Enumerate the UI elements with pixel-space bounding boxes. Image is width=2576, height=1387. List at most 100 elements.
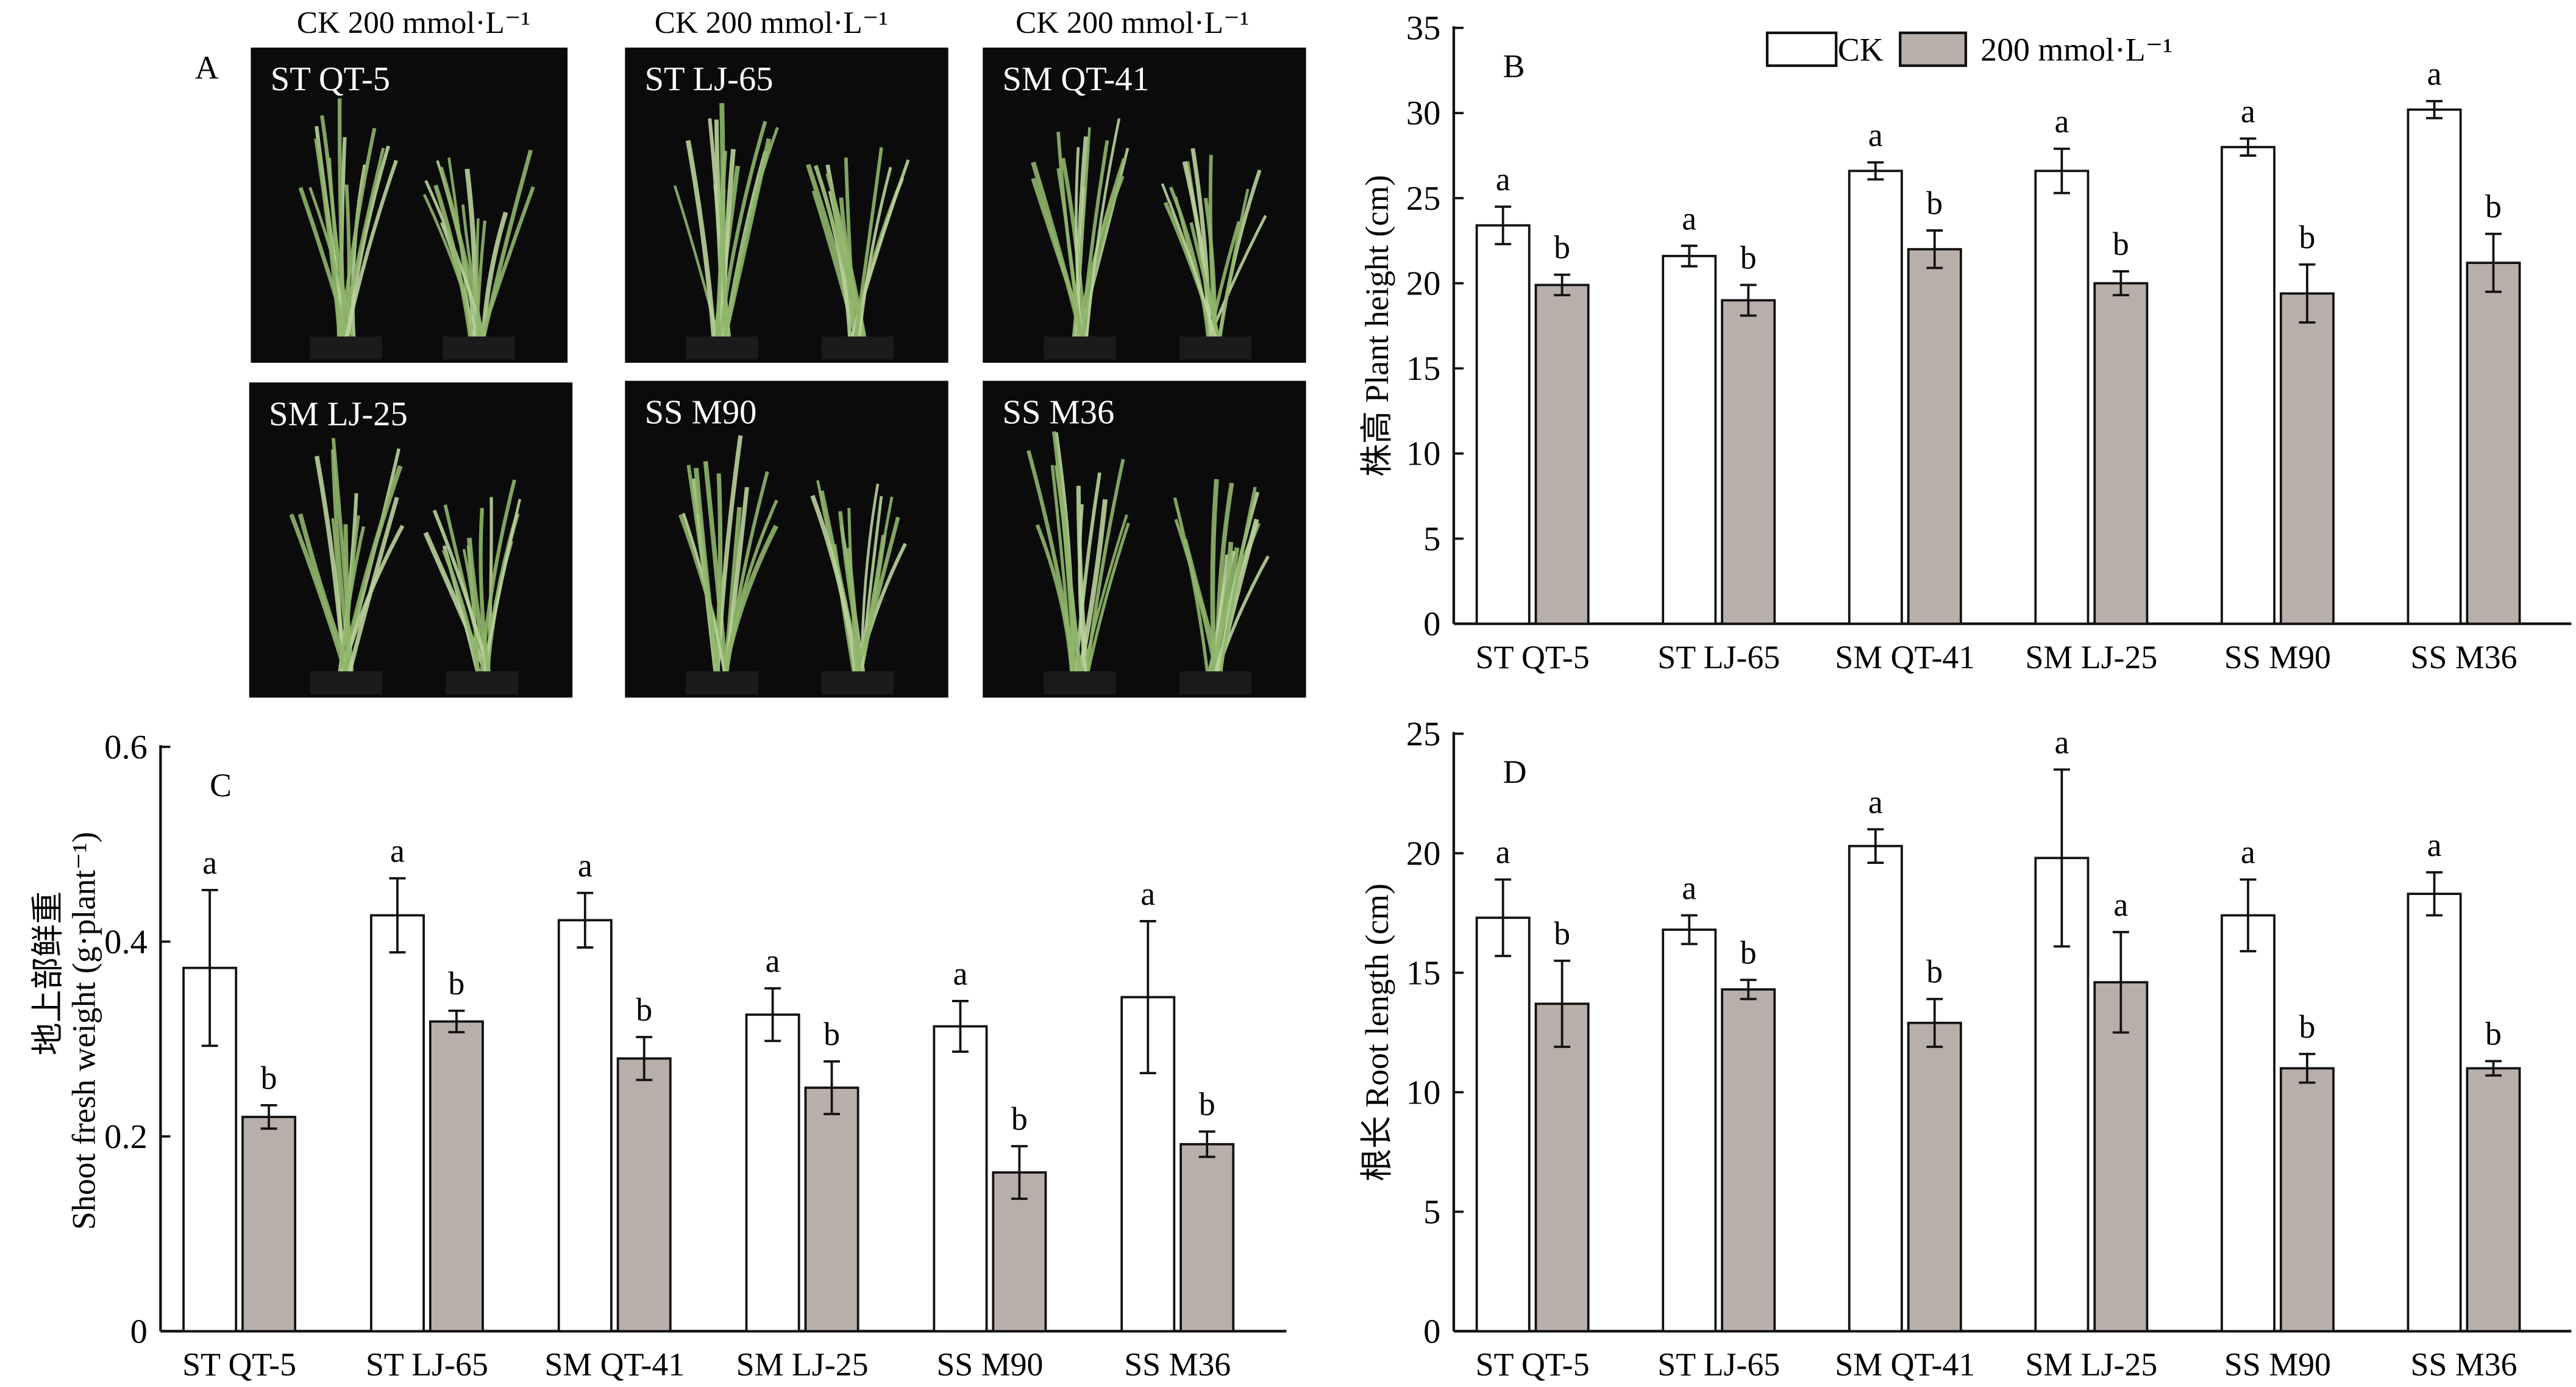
plant-pot bbox=[446, 671, 518, 694]
plant-pot bbox=[821, 336, 894, 360]
significance-letter: b bbox=[1011, 1100, 1028, 1137]
bar-salt bbox=[804, 1086, 859, 1333]
significance-letter: a bbox=[390, 833, 405, 869]
seedling-photo: SM LJ-25 bbox=[249, 382, 573, 698]
y-tick-label: 0.4 bbox=[104, 923, 148, 961]
panel-label: B bbox=[1503, 48, 1525, 85]
y-tick-label: 30 bbox=[1406, 94, 1441, 132]
grass-leaf bbox=[713, 473, 723, 675]
bar-ck bbox=[745, 1013, 800, 1333]
legend-label-ck: CK bbox=[1838, 32, 1884, 68]
photo-label: ST LJ-65 bbox=[645, 60, 774, 98]
bar-salt bbox=[1721, 299, 1776, 625]
y-tick-label: 0 bbox=[1423, 605, 1440, 643]
y-tick-label: 35 bbox=[1406, 10, 1441, 48]
x-category-label: ST QT-5 bbox=[1476, 639, 1590, 676]
significance-letter: a bbox=[1682, 200, 1696, 237]
x-category-label: SM QT-41 bbox=[1835, 639, 1975, 676]
significance-letter: a bbox=[766, 943, 780, 979]
significance-letter: b bbox=[1199, 1086, 1215, 1122]
bar-salt bbox=[241, 1116, 297, 1333]
y-tick-label: 20 bbox=[1406, 835, 1441, 872]
grass-leaf bbox=[714, 188, 726, 340]
grass-leaf bbox=[858, 166, 892, 340]
grass-leaf bbox=[1056, 131, 1084, 340]
y-axis-label: Shoot fresh weight (g·plant⁻¹) bbox=[66, 832, 102, 1230]
x-category-label: SM QT-41 bbox=[1835, 1346, 1975, 1383]
grass-leaf bbox=[811, 190, 858, 340]
plant-pot bbox=[686, 336, 758, 360]
x-category-label: ST LJ-65 bbox=[1657, 1346, 1780, 1383]
significance-letter: a bbox=[2241, 834, 2255, 871]
grass-leaf bbox=[423, 532, 490, 676]
grass-leaf bbox=[853, 147, 883, 340]
panel-label: D bbox=[1503, 754, 1527, 790]
y-tick-label: 0.6 bbox=[104, 729, 148, 766]
significance-letter: b bbox=[2113, 226, 2129, 262]
photo-background bbox=[625, 48, 948, 363]
y-tick-label: 5 bbox=[1423, 1193, 1440, 1231]
seedling-photo: SS M36 bbox=[983, 380, 1306, 698]
y-tick-label: 15 bbox=[1406, 350, 1441, 388]
significance-letter: b bbox=[1926, 954, 1943, 990]
x-category-label: ST LJ-65 bbox=[1657, 639, 1780, 676]
y-axis-label: 株高 Plant height (cm) bbox=[1359, 175, 1395, 477]
x-category-label: SS M90 bbox=[2224, 1346, 2331, 1383]
significance-letter: b bbox=[1740, 239, 1757, 276]
grass-leaf bbox=[1161, 183, 1218, 340]
photo-background bbox=[983, 48, 1306, 363]
grass-leaf bbox=[314, 138, 343, 340]
grass-leaf bbox=[1169, 186, 1211, 340]
grass-leaf bbox=[685, 140, 717, 340]
grass-leaf bbox=[810, 494, 859, 675]
significance-letter: a bbox=[2427, 827, 2442, 863]
bar-salt bbox=[616, 1057, 672, 1333]
plant-pot bbox=[1044, 336, 1116, 360]
grass-leaf bbox=[1218, 487, 1257, 675]
grass-leaf bbox=[724, 471, 769, 675]
significance-letter: a bbox=[578, 847, 592, 884]
bar-ck bbox=[1848, 844, 1903, 1333]
y-tick-label: 15 bbox=[1406, 954, 1441, 992]
grass-leaf bbox=[1060, 507, 1083, 675]
x-category-label: SS M36 bbox=[2411, 639, 2517, 676]
grass-leaf bbox=[475, 218, 480, 340]
significance-letter: a bbox=[1868, 116, 1883, 153]
panel-d-root-length-chart: 0 5 10 15 20 25 Da b ST QT-5 a b ST LJ-65 a b SM QT-41… bbox=[1359, 715, 2572, 1383]
grass-leaf bbox=[1085, 118, 1121, 340]
photo-label: SM LJ-25 bbox=[269, 395, 408, 433]
bar-salt bbox=[2279, 292, 2335, 625]
x-category-label: SM LJ-25 bbox=[2025, 1346, 2157, 1383]
grass-leaf bbox=[1209, 541, 1234, 676]
y-tick-label: 5 bbox=[1423, 520, 1440, 558]
grass-leaf bbox=[346, 496, 399, 676]
bar-salt bbox=[2093, 282, 2149, 625]
plant-pot bbox=[1044, 671, 1116, 694]
bar-ck bbox=[1848, 169, 1903, 625]
bar-salt bbox=[2466, 262, 2521, 625]
y-tick-label: 0 bbox=[130, 1313, 148, 1350]
significance-letter: a bbox=[2113, 886, 2128, 923]
legend-swatch-salt bbox=[1899, 31, 1968, 67]
bar-ck bbox=[2407, 893, 2462, 1333]
y-tick-label: 25 bbox=[1406, 180, 1441, 218]
photo-column-header-1: CK 200 mmol·L⁻¹ bbox=[297, 5, 530, 40]
plant-pot bbox=[443, 336, 515, 360]
plant-pot bbox=[310, 336, 382, 360]
x-category-label: SM LJ-25 bbox=[736, 1346, 869, 1383]
significance-letter: a bbox=[2054, 724, 2069, 760]
bar-salt bbox=[2466, 1067, 2521, 1333]
grass-leaf bbox=[838, 511, 866, 676]
photo-label: SS M36 bbox=[1003, 394, 1115, 432]
significance-letter: b bbox=[824, 1016, 840, 1052]
legend-swatch-ck bbox=[1766, 31, 1838, 67]
photo-label: SM QT-41 bbox=[1003, 60, 1150, 98]
grass-leaf bbox=[723, 127, 779, 340]
bar-ck bbox=[2221, 914, 2275, 1333]
y-tick-label: 0.2 bbox=[104, 1118, 148, 1156]
significance-letter: b bbox=[2485, 188, 2502, 225]
grass-leaf bbox=[1210, 479, 1219, 675]
seedling-photo: SM QT-41 bbox=[983, 48, 1306, 363]
plant-pot bbox=[821, 671, 894, 694]
